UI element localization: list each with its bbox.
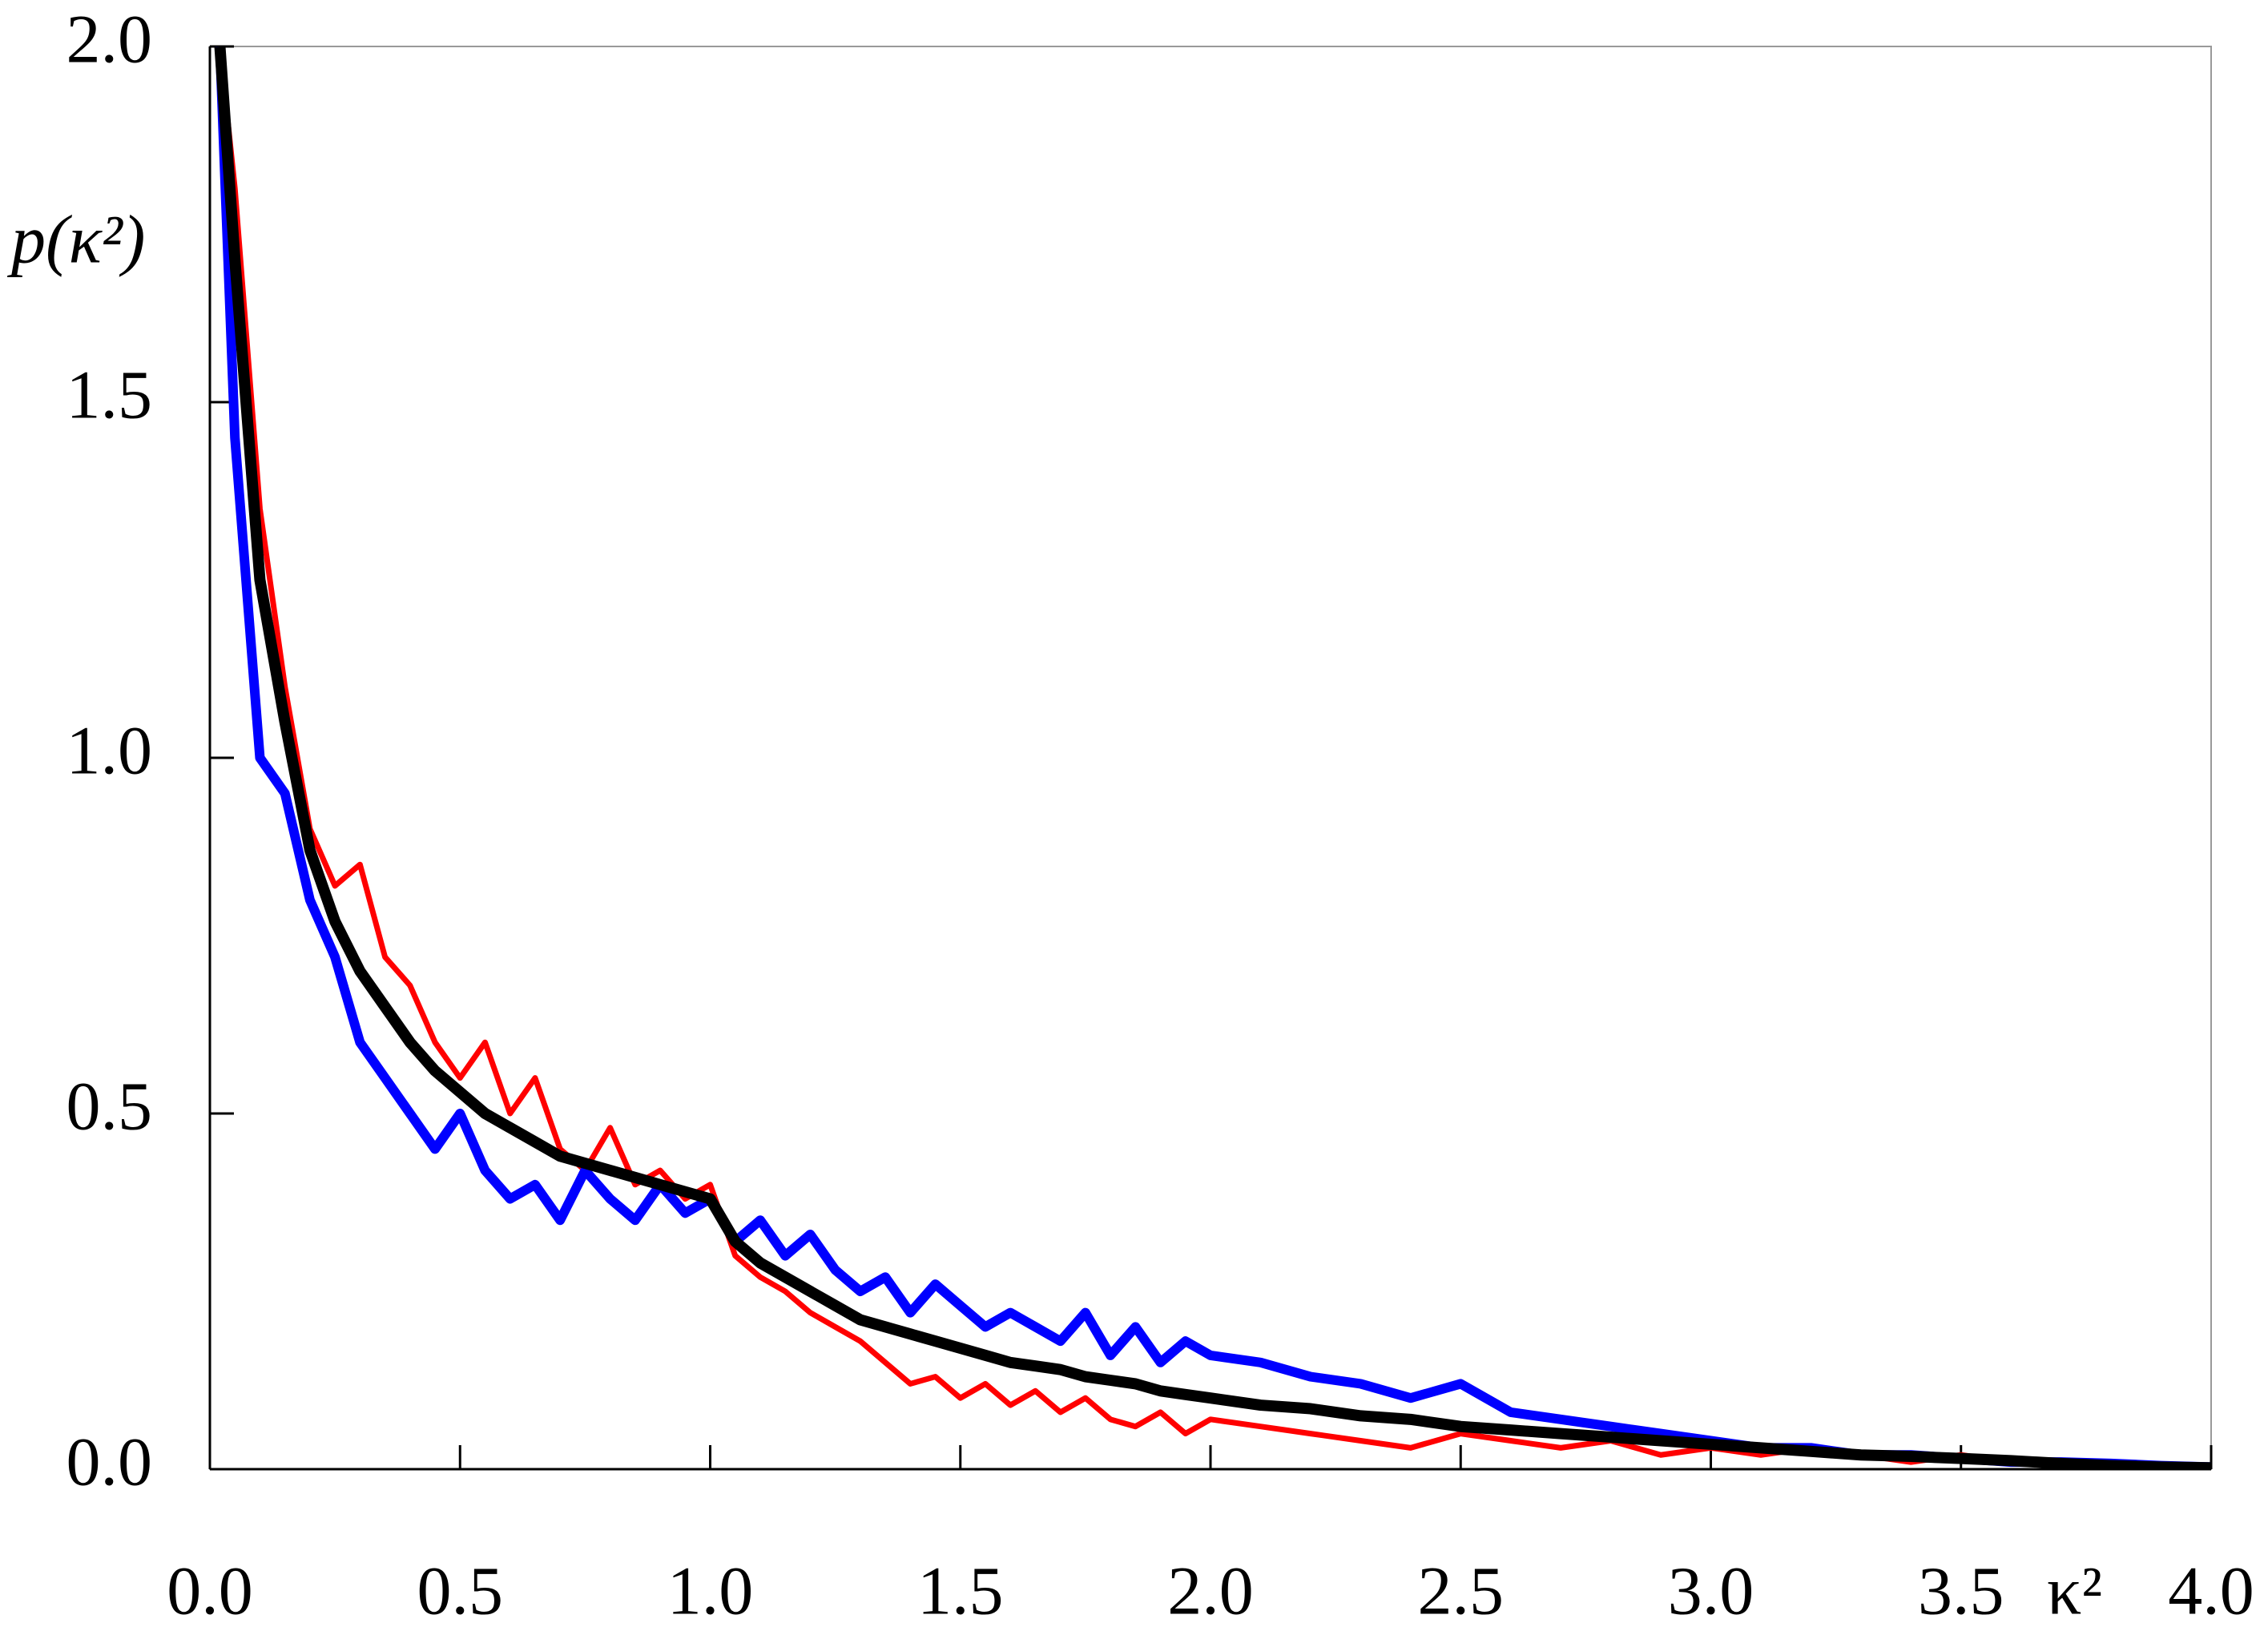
y-tick-label: 2.0 [66, 1, 153, 78]
x-tick-label: 1.5 [917, 1552, 1004, 1629]
data-line [215, 46, 2211, 1469]
y-axis-label: p(κ²) [6, 201, 145, 278]
x-axis-label: κ² [2047, 1552, 2102, 1629]
x-tick-label: 0.5 [417, 1552, 504, 1629]
x-tick-label: 3.0 [1668, 1552, 1754, 1629]
x-tick-label: 2.0 [1167, 1552, 1254, 1629]
x-tick-label: 1.0 [667, 1552, 754, 1629]
x-tick-label: 0.0 [167, 1552, 253, 1629]
x-tick-label: 3.5 [1918, 1552, 2004, 1629]
y-tick-label: 0.0 [66, 1424, 153, 1500]
data-line [217, 46, 2211, 1469]
y-tick-label: 1.0 [66, 712, 153, 789]
y-tick-label: 1.5 [66, 356, 153, 433]
plot-frame [209, 46, 2212, 1470]
x-tick-label: 4.0 [2168, 1552, 2254, 1629]
x-tick-label: 2.5 [1418, 1552, 1505, 1629]
data-line [214, 46, 2211, 1469]
y-tick-label: 0.5 [66, 1068, 153, 1145]
